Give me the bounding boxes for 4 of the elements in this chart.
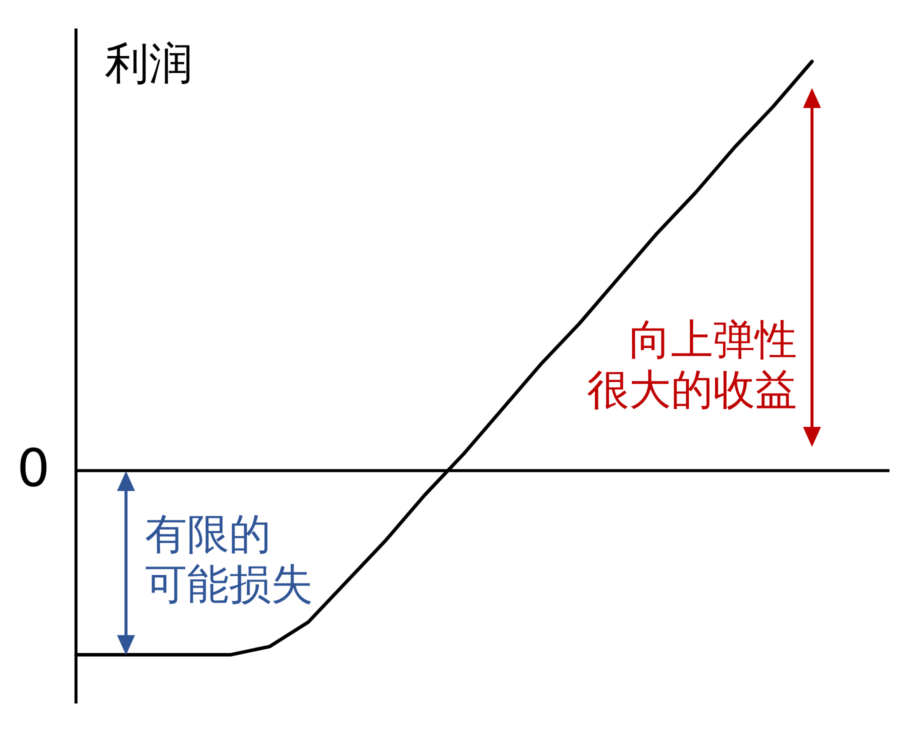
annotation: 向上弹性很大的收益 bbox=[587, 315, 798, 414]
annotation: 有限的可能损失 bbox=[145, 510, 313, 609]
y-axis-title: 利润 bbox=[105, 38, 193, 90]
ref-line-label: 0 bbox=[16, 439, 50, 500]
